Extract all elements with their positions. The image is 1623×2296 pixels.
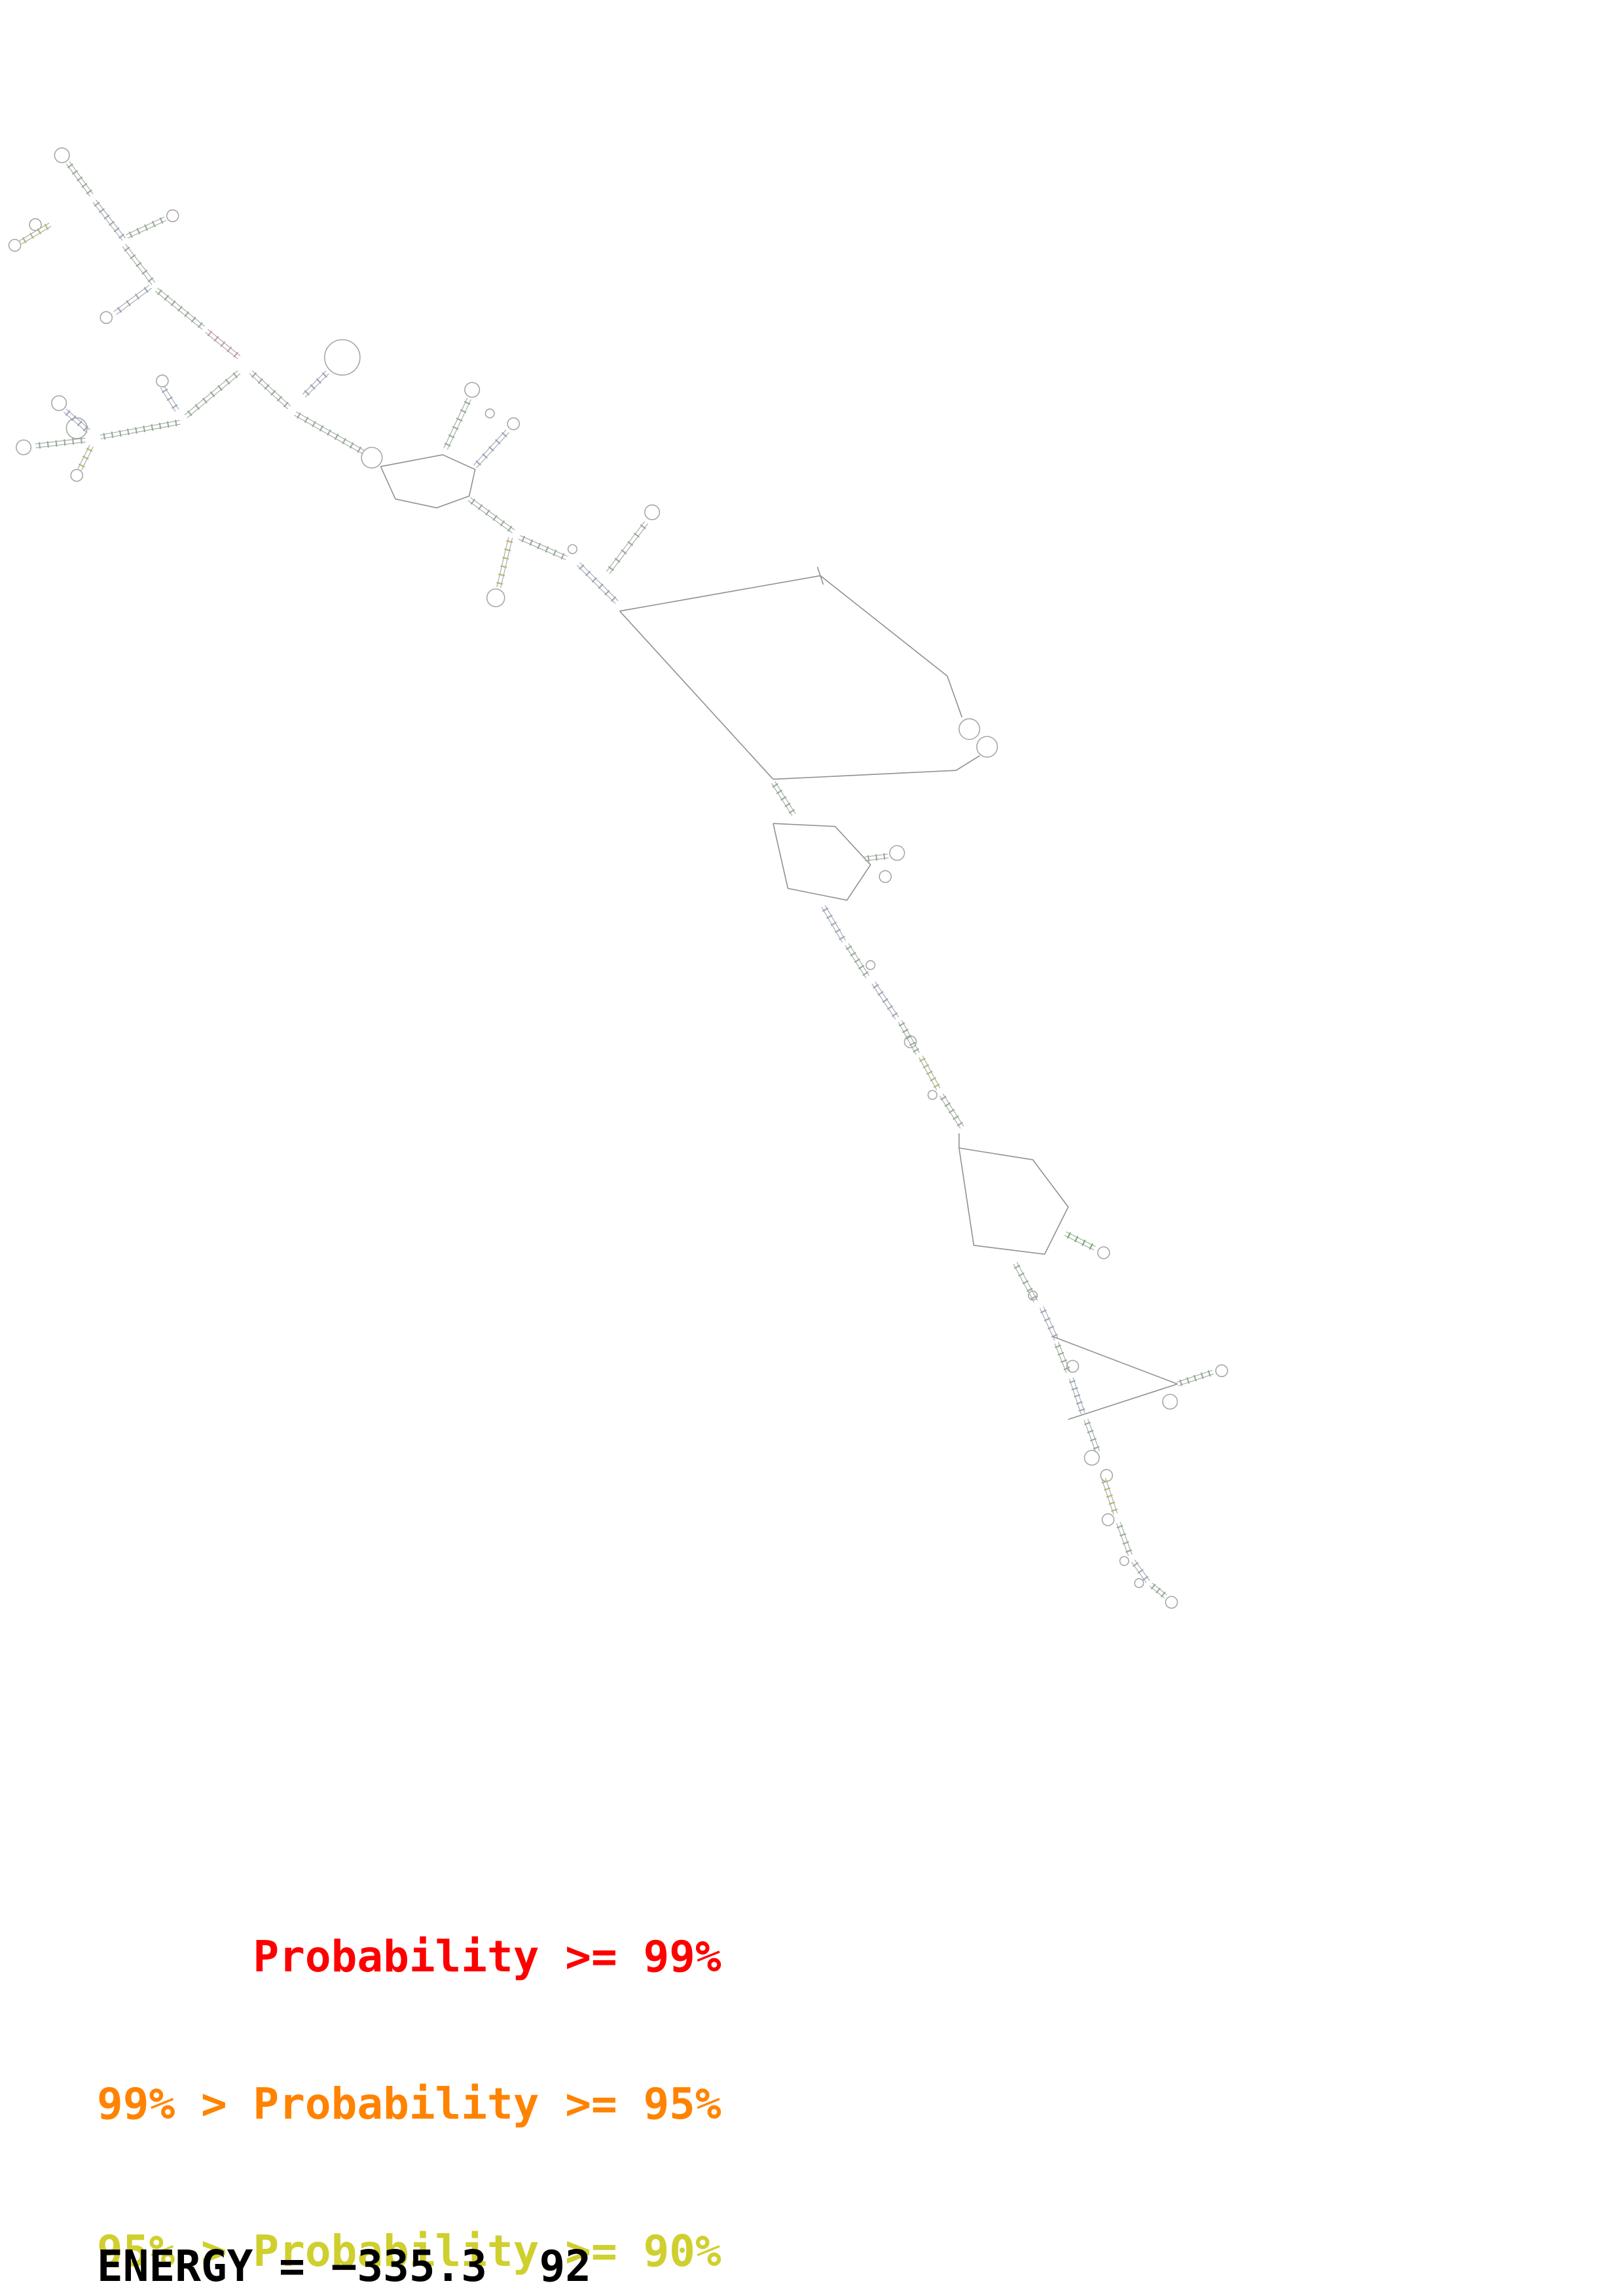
- legend-row-90: 95% > Probability >= 90%: [97, 2226, 721, 2276]
- probability-legend: Probability >= 99% 99% > Probability >= …: [97, 1834, 721, 2296]
- energy-label: ENERGY = −335.3 92: [97, 2241, 591, 2291]
- legend-row-99: Probability >= 99%: [97, 1931, 721, 1982]
- legend-row-95: 99% > Probability >= 95%: [97, 2079, 721, 2129]
